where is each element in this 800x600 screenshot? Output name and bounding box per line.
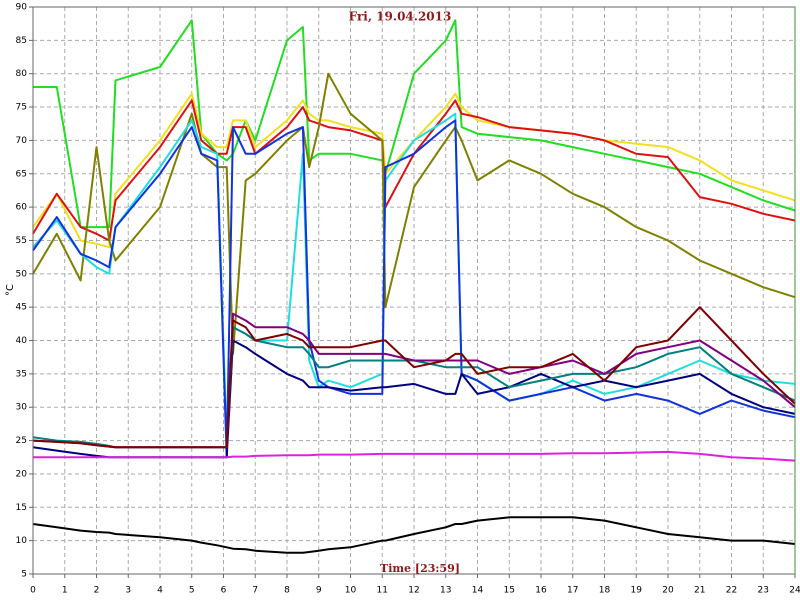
x-tick-label: 19 [631,586,643,596]
x-tick-label: 7 [252,586,258,596]
series-line [32,72,796,355]
y-tick-label: 5 [21,570,27,580]
y-tick-label: 40 [16,336,28,346]
y-tick-label: 10 [16,536,28,546]
x-tick-label: 24 [789,586,800,596]
y-tick-label: 55 [16,236,27,246]
chart-title: Fri, 19.04.2013 [349,10,452,24]
series-line [33,450,796,462]
x-tick-label: 1 [62,586,68,596]
x-tick-label: 20 [662,586,674,596]
y-tick-label: 20 [16,469,28,479]
x-tick-label: 10 [345,586,357,596]
x-tick-label: 22 [726,586,737,596]
x-tick-label: 0 [30,586,36,596]
y-tick-label: 70 [16,136,28,146]
x-tick-label: 5 [189,586,195,596]
series-line [32,306,796,449]
x-tick-label: 17 [567,586,578,596]
x-tick-label: 4 [157,586,163,596]
y-axis-label: °C [5,284,16,296]
y-tick-label: 80 [16,69,28,79]
y-tick-label: 45 [16,303,27,313]
y-tick-label: 65 [16,169,27,179]
y-tick-label: 90 [16,3,28,13]
x-tick-label: 3 [125,586,131,596]
x-tick-label: 14 [472,586,484,596]
lines-layer [32,19,796,554]
x-tick-label: 11 [377,586,388,596]
y-tick-label: 50 [16,269,28,279]
x-tick-label: 6 [221,586,227,596]
x-tick-label: 21 [694,586,705,596]
y-tick-label: 60 [16,203,28,213]
x-tick-label: 23 [758,586,769,596]
y-tick-label: 15 [16,503,27,513]
x-tick-label: 8 [284,586,290,596]
x-tick-label: 12 [408,586,419,596]
series-line [32,112,796,442]
x-axis-label: Time [23:59] [380,562,460,575]
x-tick-label: 9 [316,586,322,596]
y-tick-label: 25 [16,436,27,446]
y-tick-label: 75 [16,103,27,113]
x-tick-label: 2 [94,586,100,596]
x-tick-label: 16 [535,586,547,596]
y-tick-label: 35 [16,369,27,379]
x-tick-label: 15 [504,586,515,596]
series-line [32,516,796,554]
y-tick-label: 30 [16,403,28,413]
series-line [32,99,796,242]
series-line [33,19,796,229]
x-tick-label: 18 [599,586,611,596]
x-tick-label: 13 [440,586,451,596]
y-tick-label: 85 [16,36,27,46]
